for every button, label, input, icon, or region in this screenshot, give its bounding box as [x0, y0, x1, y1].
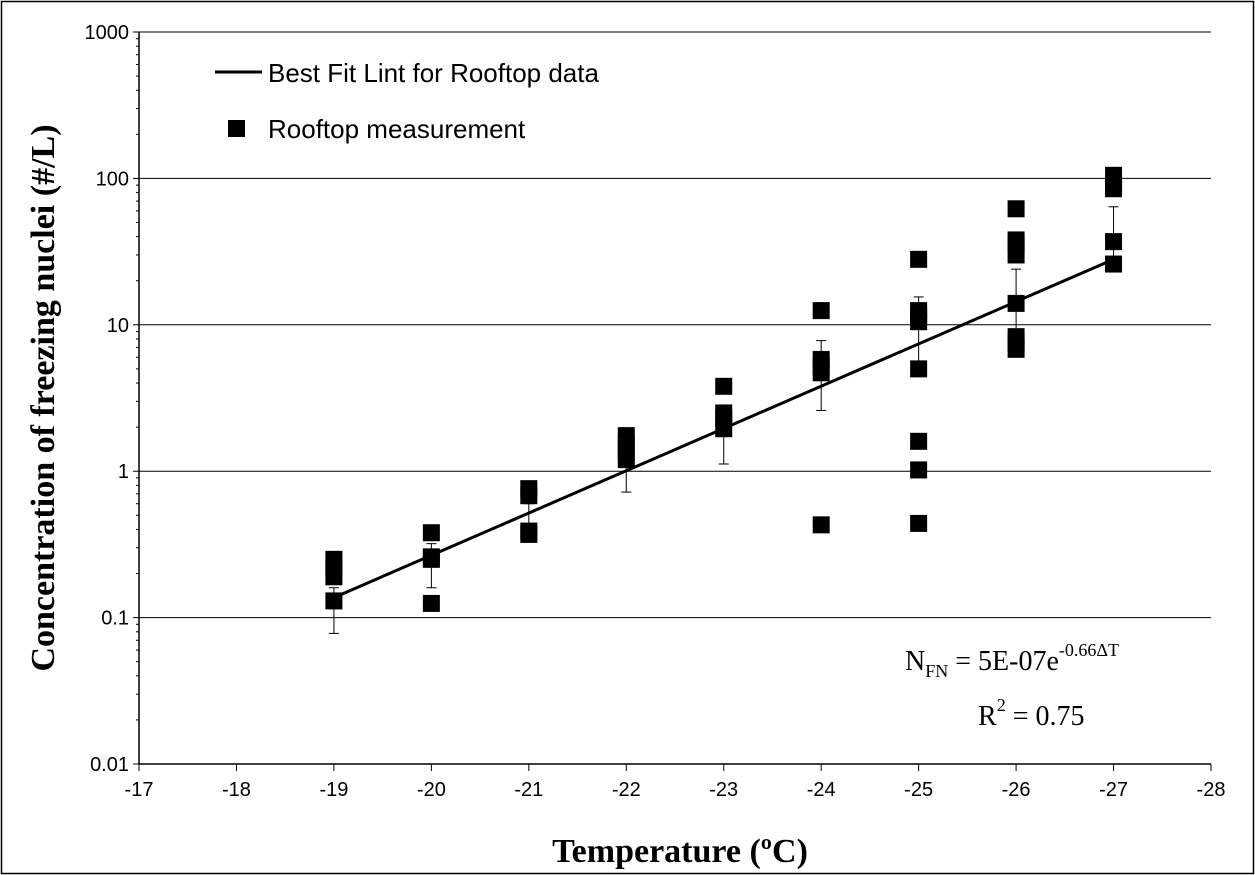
data-point [520, 487, 538, 505]
data-point [617, 451, 635, 469]
y-tick-labels: 0.01 0.1 1 10 100 1000 [85, 22, 130, 776]
equation-exponent: -0.66ΔT [1059, 640, 1119, 660]
data-point [520, 525, 538, 543]
r2-superscript: 2 [997, 695, 1006, 715]
y-axis-title: Concentration of freezing nuclei (#/L) [25, 124, 62, 671]
y-tick-label: 0.01 [90, 754, 129, 776]
x-tick-label: -18 [222, 779, 251, 801]
data-point [910, 360, 928, 378]
x-tick-label: -28 [1197, 779, 1226, 801]
data-point [910, 514, 928, 532]
equation-n: N [905, 646, 925, 677]
legend: Best Fit Lint for Rooftop data Rooftop m… [215, 58, 599, 144]
data-point [715, 377, 733, 395]
r2-value: = 0.75 [1006, 701, 1085, 732]
x-tick-label: -20 [417, 779, 446, 801]
x-tick-label: -21 [514, 779, 543, 801]
data-point [422, 550, 440, 568]
data-point [910, 250, 928, 268]
x-tick-label: -27 [1099, 779, 1128, 801]
y-tick-label: 1 [118, 461, 129, 483]
data-point [325, 592, 343, 610]
gridlines [139, 31, 1211, 619]
data-point [910, 313, 928, 331]
equation-annotation: NFN = 5E-07e-0.66ΔT [905, 640, 1119, 681]
x-tick-label: -17 [125, 779, 154, 801]
x-tick-label: -26 [1002, 779, 1031, 801]
data-point [1007, 340, 1025, 358]
equation-subscript: FN [925, 661, 948, 681]
x-tick-label: -25 [904, 779, 933, 801]
data-point [812, 364, 830, 382]
data-point [1105, 180, 1123, 198]
data-point [422, 594, 440, 612]
x-tick-labels: -17 -18 -19 -20 -21 -22 -23 -24 -25 -26 -27 -28 [125, 779, 1226, 801]
r-squared-annotation: R2 = 0.75 [978, 695, 1084, 732]
data-point [910, 432, 928, 450]
x-tick-label: -24 [807, 779, 836, 801]
x-tick-label: -22 [612, 779, 641, 801]
data-point [812, 516, 830, 534]
data-point [422, 524, 440, 542]
y-tick-label: 0.1 [101, 608, 129, 630]
legend-label-measurement: Rooftop measurement [268, 114, 526, 144]
data-point [715, 420, 733, 438]
x-tick-label: -23 [709, 779, 738, 801]
data-point [1007, 246, 1025, 264]
equation-body: = 5E-07e [948, 646, 1059, 677]
r2-r: R [978, 701, 997, 732]
data-point [1105, 255, 1123, 273]
data-point [1007, 294, 1025, 312]
data-point [1007, 200, 1025, 218]
data-points [325, 166, 1123, 612]
legend-label-fit: Best Fit Lint for Rooftop data [268, 58, 599, 88]
data-point [812, 302, 830, 320]
x-axis-title: Temperature (ºC) [552, 833, 808, 870]
axes [133, 31, 1212, 771]
data-point [1105, 233, 1123, 251]
y-tick-label: 10 [107, 315, 129, 337]
x-tick-label: -19 [319, 779, 348, 801]
data-point [910, 461, 928, 479]
legend-square-symbol [228, 120, 245, 137]
data-point [325, 568, 343, 586]
y-tick-label: 1000 [85, 22, 130, 44]
y-tick-label: 100 [96, 168, 129, 190]
